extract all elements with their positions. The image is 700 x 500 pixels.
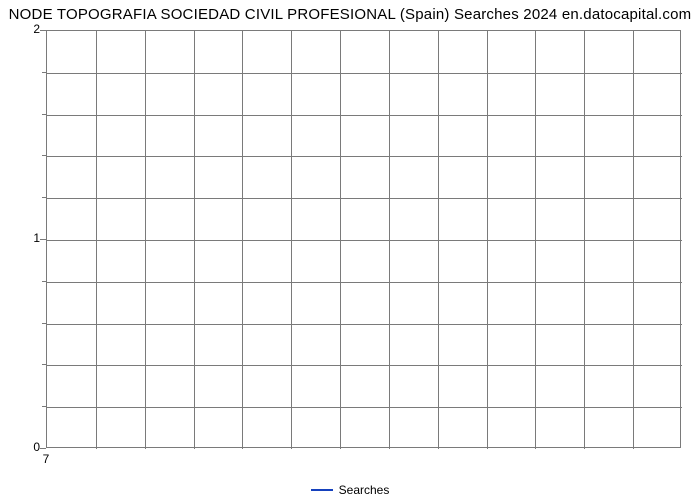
grid-hline-minor [47,156,682,157]
chart-container: NODE TOPOGRAFIA SOCIEDAD CIVIL PROFESION… [0,0,700,500]
y-tick-label: 1 [10,231,40,245]
y-tick-label: 2 [10,22,40,36]
grid-hline-minor [47,198,682,199]
legend-label: Searches [339,483,390,497]
y-minor-tick [42,323,46,324]
y-minor-tick [42,155,46,156]
y-minor-tick [42,281,46,282]
y-minor-tick [42,406,46,407]
y-minor-tick [42,197,46,198]
grid-hline-minor [47,282,682,283]
y-minor-tick [42,364,46,365]
grid-hline-minor [47,115,682,116]
grid-hline-major [47,240,682,241]
y-major-tick [40,448,46,449]
grid-hline-minor [47,365,682,366]
grid-hline-minor [47,324,682,325]
legend-line [311,489,333,491]
y-major-tick [40,30,46,31]
plot-area [46,30,681,448]
legend: Searches [0,482,700,497]
x-tick-label: 7 [36,452,56,466]
y-major-tick [40,239,46,240]
grid-hline-minor [47,407,682,408]
chart-title: NODE TOPOGRAFIA SOCIEDAD CIVIL PROFESION… [0,6,700,23]
y-minor-tick [42,114,46,115]
grid-hline-minor [47,73,682,74]
y-minor-tick [42,72,46,73]
